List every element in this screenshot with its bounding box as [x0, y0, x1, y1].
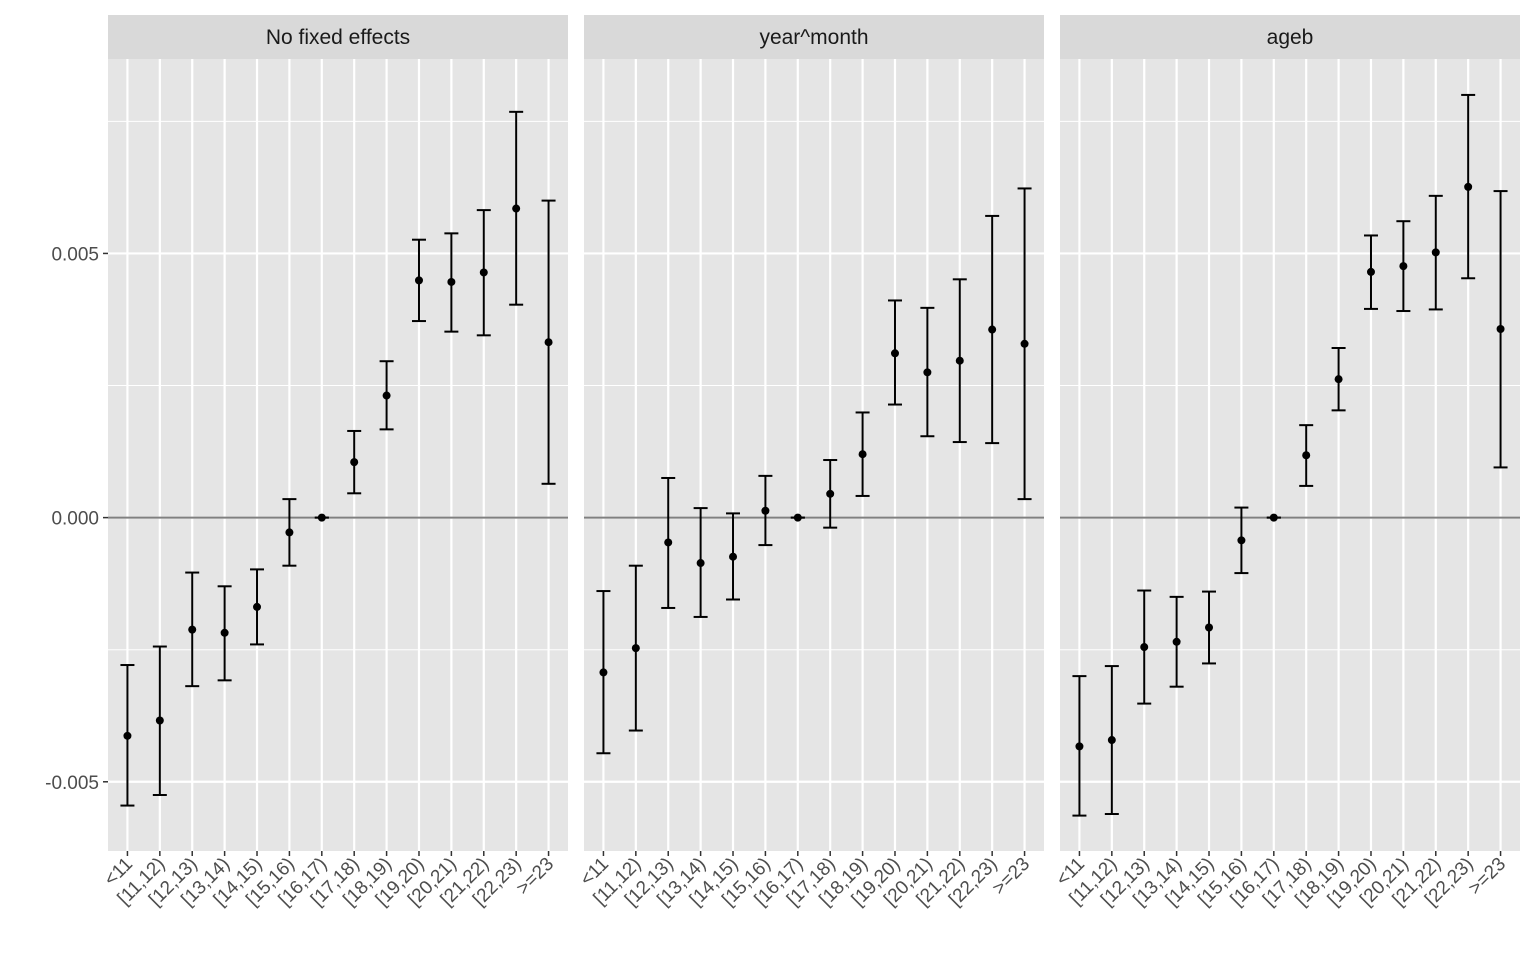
estimate-point: [1464, 182, 1473, 191]
estimate-point: [1140, 643, 1149, 652]
estimate-point: [1172, 637, 1181, 646]
estimate-point: [1334, 375, 1343, 384]
y-tick-label: -0.005: [45, 773, 99, 794]
estimate-point: [479, 268, 488, 277]
estimate-point: [253, 602, 262, 611]
x-tick-label: >=23: [989, 854, 1034, 899]
estimate-point: [220, 628, 229, 637]
facet-strip: [1060, 15, 1520, 59]
estimate-point: [826, 489, 835, 498]
y-tick-label: 0.000: [51, 509, 99, 530]
estimate-point: [350, 458, 359, 467]
estimate-point: [1107, 736, 1116, 745]
estimate-point: [285, 528, 294, 537]
estimate-point: [1205, 623, 1214, 632]
estimate-point: [1366, 267, 1375, 276]
estimate-point: [1075, 742, 1084, 751]
estimate-point: [447, 277, 456, 286]
estimate-point: [793, 513, 802, 522]
x-tick-label: >=23: [513, 854, 558, 899]
panel-background: [108, 59, 568, 851]
estimate-point: [890, 349, 899, 358]
y-tick-label: 0.005: [51, 244, 99, 265]
estimate-point: [988, 325, 997, 334]
estimate-point: [761, 506, 770, 515]
estimate-point: [123, 731, 132, 740]
facet-strip: [108, 15, 568, 59]
facet-strip: [584, 15, 1044, 59]
panel-background: [584, 59, 1044, 851]
estimate-point: [923, 368, 932, 377]
estimate-point: [858, 450, 867, 459]
estimate-point: [955, 356, 964, 365]
facet-title: ageb: [1267, 26, 1314, 49]
estimate-point: [512, 204, 521, 213]
estimate-point: [599, 668, 608, 677]
estimate-point: [382, 391, 391, 400]
estimate-point: [1302, 451, 1311, 460]
panel-background: [1060, 59, 1520, 851]
estimate-point: [1431, 248, 1440, 257]
facet-title: year^month: [759, 26, 868, 49]
estimate-point: [1496, 324, 1505, 333]
estimate-point: [155, 716, 164, 725]
estimate-point: [1237, 536, 1246, 545]
estimate-point: [1269, 513, 1278, 522]
estimate-point: [631, 644, 640, 653]
facet-title: No fixed effects: [266, 26, 410, 49]
estimate-point: [664, 538, 673, 547]
x-tick-label: >=23: [1465, 854, 1510, 899]
estimate-point: [729, 552, 738, 561]
estimate-point: [414, 276, 423, 285]
estimate-point: [544, 338, 553, 347]
estimate-point: [317, 513, 326, 522]
estimate-point: [696, 559, 705, 568]
estimate-point: [1020, 339, 1029, 348]
estimate-point: [1399, 262, 1408, 271]
estimate-point: [188, 625, 197, 634]
